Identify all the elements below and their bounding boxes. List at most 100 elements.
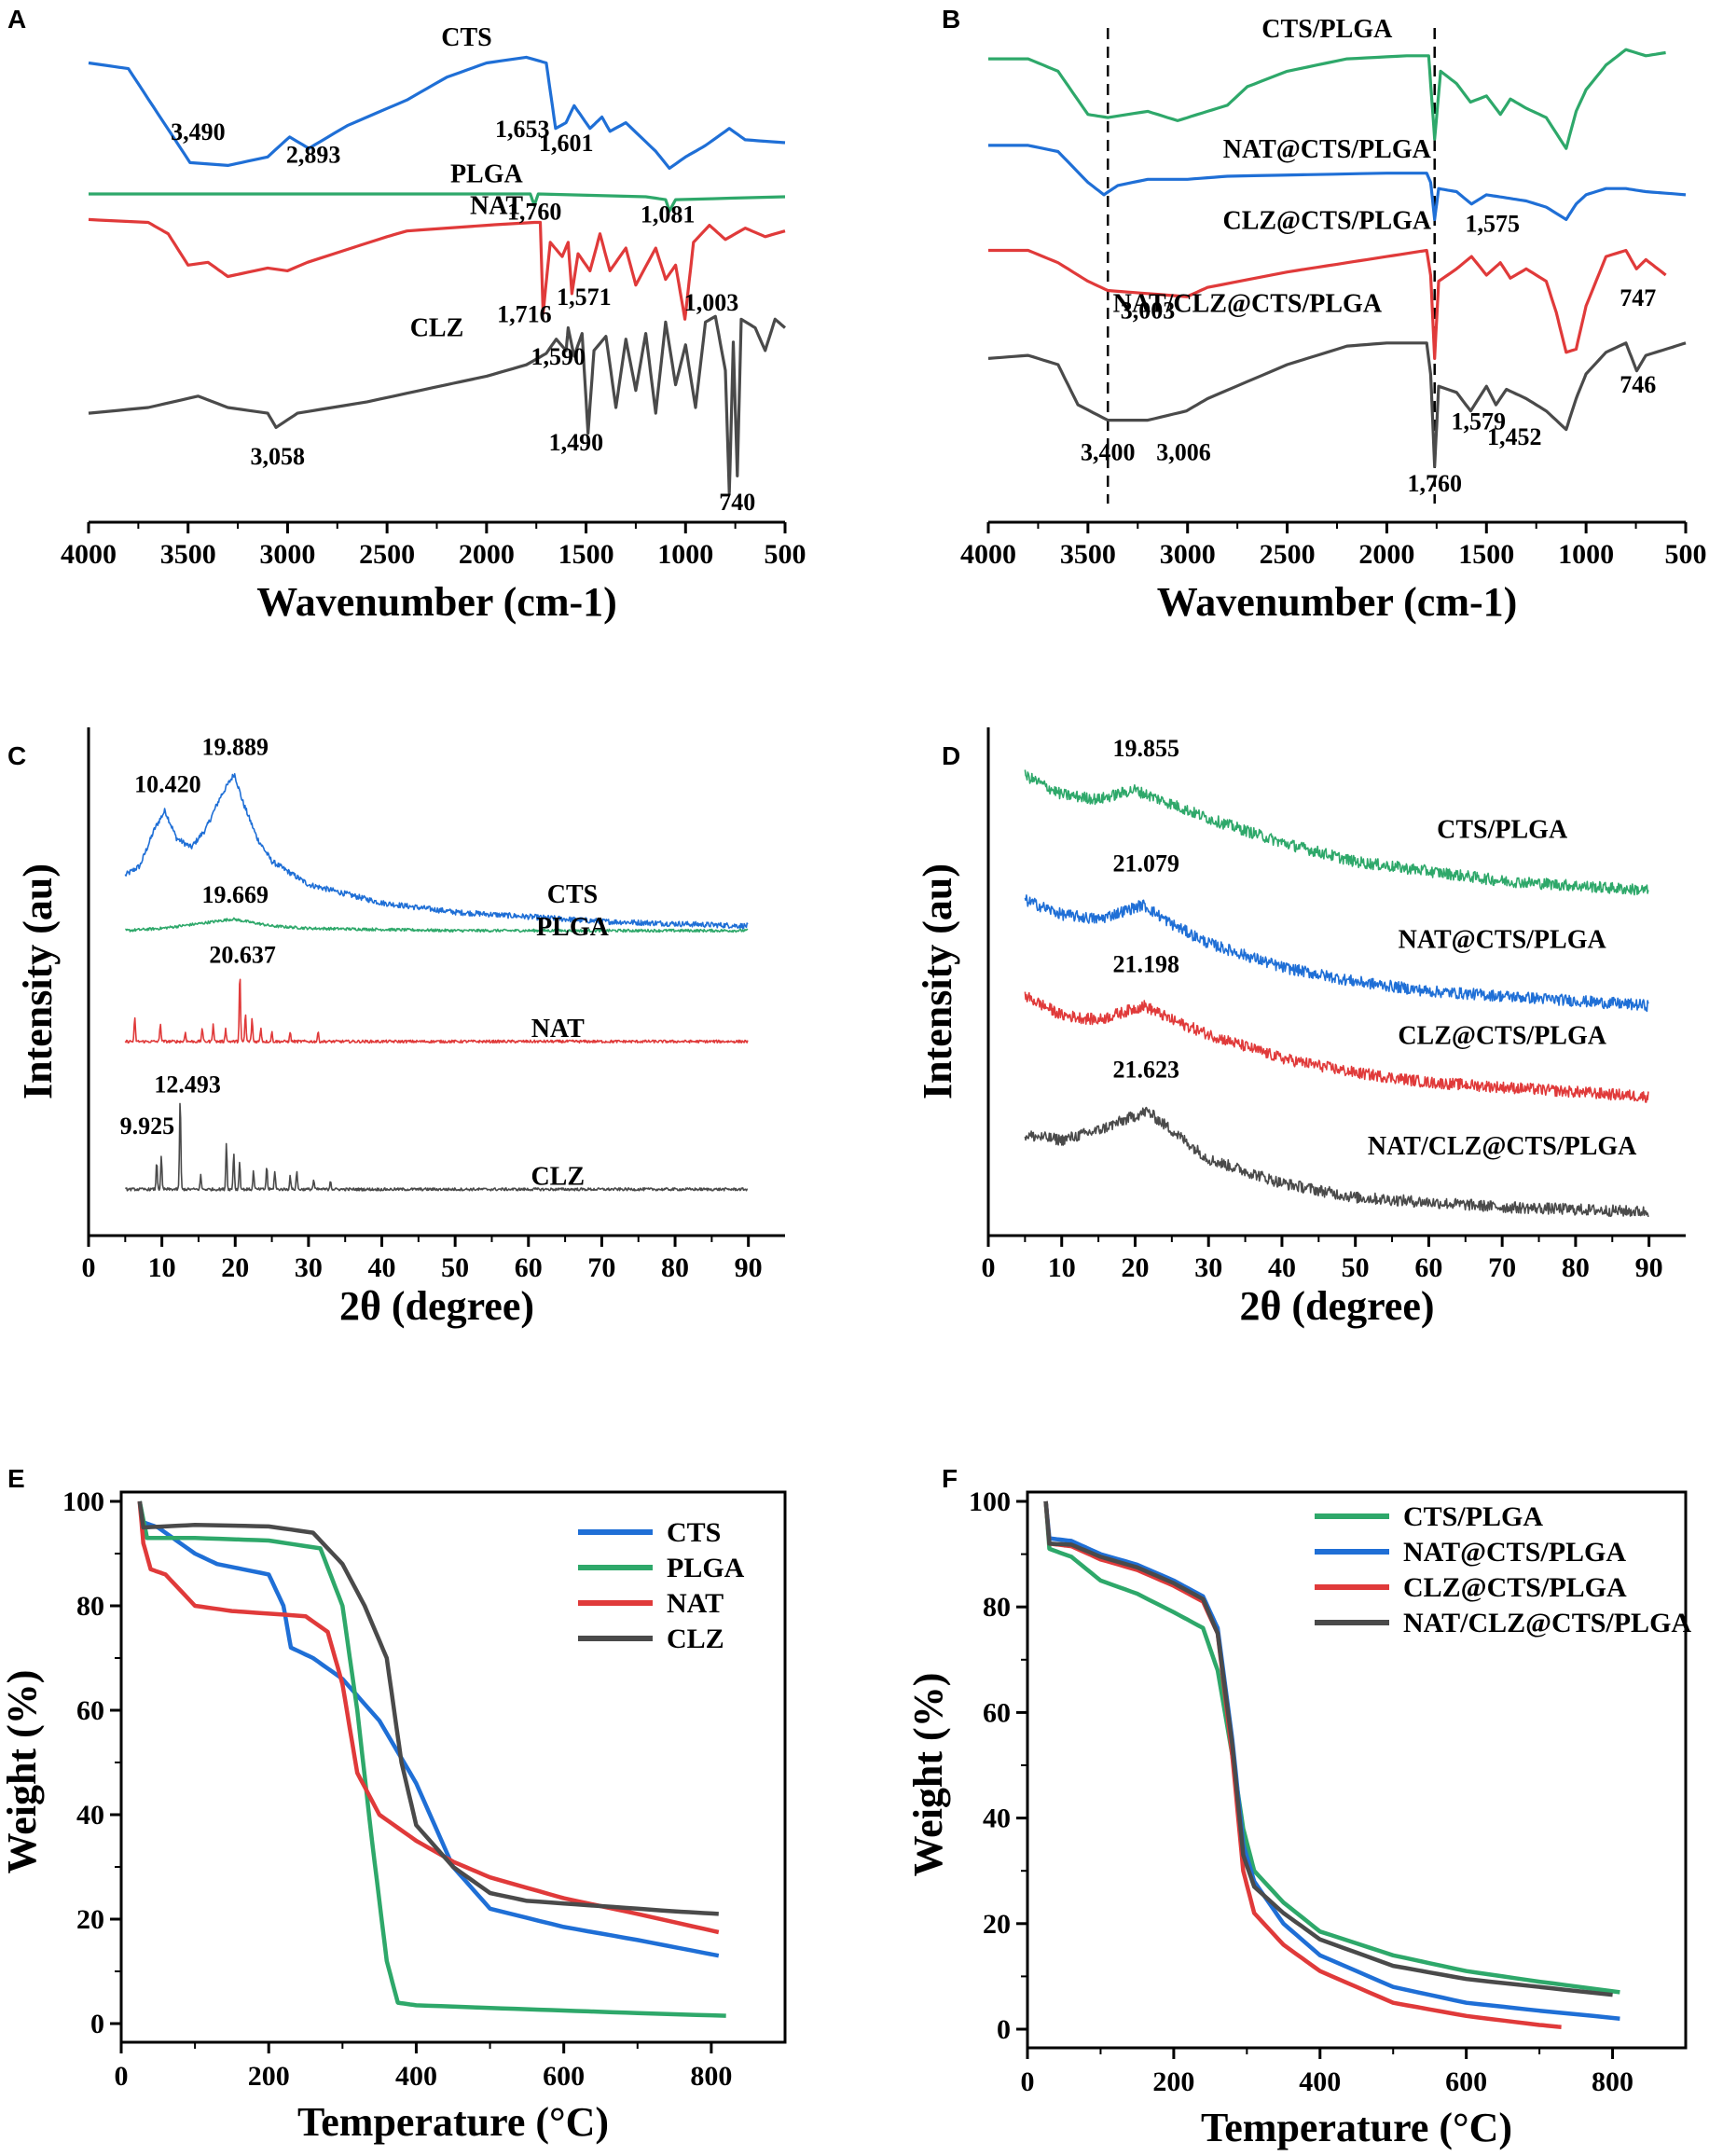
x-axis-title: Temperature (°C)	[1201, 2105, 1512, 2150]
peak-label: 1,760	[507, 198, 562, 225]
x-tick-label: 2500	[1260, 539, 1316, 570]
x-tick-label: 3500	[1060, 539, 1116, 570]
legend-entry: NAT	[667, 1588, 724, 1619]
panel-label: B	[942, 5, 960, 34]
series-line-cts-plga	[988, 48, 1666, 150]
curve-label: CLZ	[410, 314, 464, 343]
legend-entry: CLZ	[667, 1624, 724, 1654]
series-line-nat-clz-cts-plga	[987, 341, 1687, 468]
peak-label: 19.855	[1113, 735, 1180, 762]
panel-E: E 0 200 400 600 800 0 20 40 60 80 100 Temperature (°…	[0, 1464, 787, 2145]
peak-label: 1,590	[531, 343, 586, 370]
series-line-plga	[137, 1500, 726, 2018]
x-tick-label: 90	[735, 1252, 763, 1283]
x-tick-label: 500	[765, 539, 806, 570]
curve-label: NAT/CLZ@CTS/PLGA	[1368, 1132, 1637, 1161]
peak-label: 746	[1620, 371, 1656, 398]
series-line-cts	[88, 55, 786, 171]
x-tick-label: 30	[1194, 1252, 1222, 1283]
x-tick-label: 20	[1121, 1252, 1149, 1283]
x-axis-D: 0 10 20 30 40 50 60 70 80 90	[982, 1234, 1686, 1283]
x-tick-label: 400	[395, 2061, 437, 2092]
legend-entry: CTS/PLGA	[1403, 1501, 1543, 1532]
series-line-nat-cts-plga	[1024, 894, 1649, 1013]
peak-label: 19.669	[202, 881, 269, 908]
peak-label: 21.079	[1113, 850, 1180, 877]
panel-label: F	[942, 1464, 958, 1493]
curve-label: CTS/PLGA	[1437, 815, 1568, 844]
series-line-plga	[89, 192, 786, 213]
x-tick-label: 3000	[1160, 539, 1216, 570]
series-line-clz-cts-plga	[1024, 991, 1649, 1103]
x-axis-title: Wavenumber (cm-1)	[1157, 579, 1518, 625]
x-tick-label: 800	[1592, 2066, 1633, 2097]
x-axis-title: Temperature (°C)	[297, 2099, 609, 2145]
peak-label: 21.623	[1113, 1057, 1180, 1084]
panel-B: B CTS/PLGA NAT@CTS/PLGA CLZ@CTS/PLGA NAT/CLZ…	[942, 5, 1687, 504]
peak-label: 747	[1620, 284, 1656, 311]
series-line-cts-plga	[1024, 769, 1649, 896]
x-tick-label: 10	[148, 1252, 176, 1283]
peak-label: 12.493	[154, 1071, 221, 1098]
x-axis-title: 2θ (degree)	[339, 1283, 534, 1329]
curve-label: PLGA	[536, 913, 610, 942]
x-tick-label: 60	[515, 1252, 543, 1283]
y-tick-label: 100	[62, 1486, 104, 1517]
legend-entry: NAT/CLZ@CTS/PLGA	[1403, 1608, 1691, 1638]
plot-frame	[1026, 1490, 1688, 2050]
legend-entry: NAT@CTS/PLGA	[1403, 1537, 1626, 1568]
panel-F: F 0 200 400 600 800 0 20 40 60 80 100 Temperature (°…	[905, 1464, 1691, 2150]
panel-label: E	[7, 1464, 25, 1493]
y-tick-label: 0	[997, 2014, 1011, 2045]
panel-D: D 19.855 CTS/PLGA 21.079 NAT@CTS/PLGA 21.198 C…	[915, 727, 1649, 1236]
y-tick-label: 60	[76, 1695, 104, 1726]
x-axis-C: 0 10 20 30 40 50 60 70 80 90	[82, 1234, 785, 1283]
x-tick-label: 2000	[459, 539, 515, 570]
series-line-clz	[88, 314, 787, 495]
x-tick-label: 800	[690, 2061, 732, 2092]
curve-label: CTS	[441, 23, 491, 52]
y-tick-label: 40	[983, 1804, 1011, 1834]
x-tick-label: 1500	[558, 539, 614, 570]
peak-label: 9.925	[120, 1113, 175, 1140]
peak-label: 20.637	[209, 942, 276, 969]
x-tick-label: 600	[543, 2061, 585, 2092]
peak-label: 1,579	[1451, 408, 1506, 435]
x-axis-B: 4000 3500 3000 2500 2000 1500 1000 500	[960, 520, 1707, 570]
legend: CTS PLGA NAT CLZ	[578, 1517, 745, 1654]
x-tick-label: 80	[1562, 1252, 1590, 1283]
panel-label: A	[7, 5, 26, 34]
x-tick-label: 600	[1445, 2066, 1487, 2097]
peak-label: 1,490	[549, 429, 604, 456]
peak-label: 1,601	[539, 130, 594, 157]
series-line-clz	[137, 1500, 719, 1916]
curve-label: CTS	[547, 880, 598, 909]
legend-entry: CTS	[667, 1517, 721, 1548]
x-tick-label: 3500	[160, 539, 216, 570]
series-line-nat-clz-cts-plga	[1043, 1500, 1613, 1997]
x-tick-label: 60	[1414, 1252, 1442, 1283]
x-tick-label: 1000	[657, 539, 713, 570]
panel-label: C	[7, 741, 26, 770]
y-axis-title: Weight (%)	[0, 1670, 45, 1874]
y-axis-title: Intensity (au)	[915, 864, 960, 1099]
peak-label: 1,760	[1407, 470, 1462, 497]
y-tick-label: 80	[76, 1591, 104, 1622]
x-tick-label: 90	[1635, 1252, 1663, 1283]
legend: CTS/PLGA NAT@CTS/PLGA CLZ@CTS/PLGA NAT/CLZ@…	[1315, 1501, 1691, 1638]
x-tick-label: 30	[295, 1252, 323, 1283]
curve-label: NAT@CTS/PLGA	[1399, 926, 1607, 955]
curve-label: CTS/PLGA	[1261, 15, 1393, 44]
curve-label: NAT	[531, 1015, 585, 1043]
x-tick-label: 80	[661, 1252, 689, 1283]
x-tick-label: 40	[368, 1252, 396, 1283]
series-line-clz-cts-plga	[988, 248, 1667, 360]
series-line-nat	[88, 217, 786, 321]
peak-label: 1,452	[1487, 423, 1542, 450]
series-line-plga	[125, 917, 749, 933]
x-tick-label: 2500	[359, 539, 415, 570]
peak-label: 3,490	[171, 118, 226, 145]
